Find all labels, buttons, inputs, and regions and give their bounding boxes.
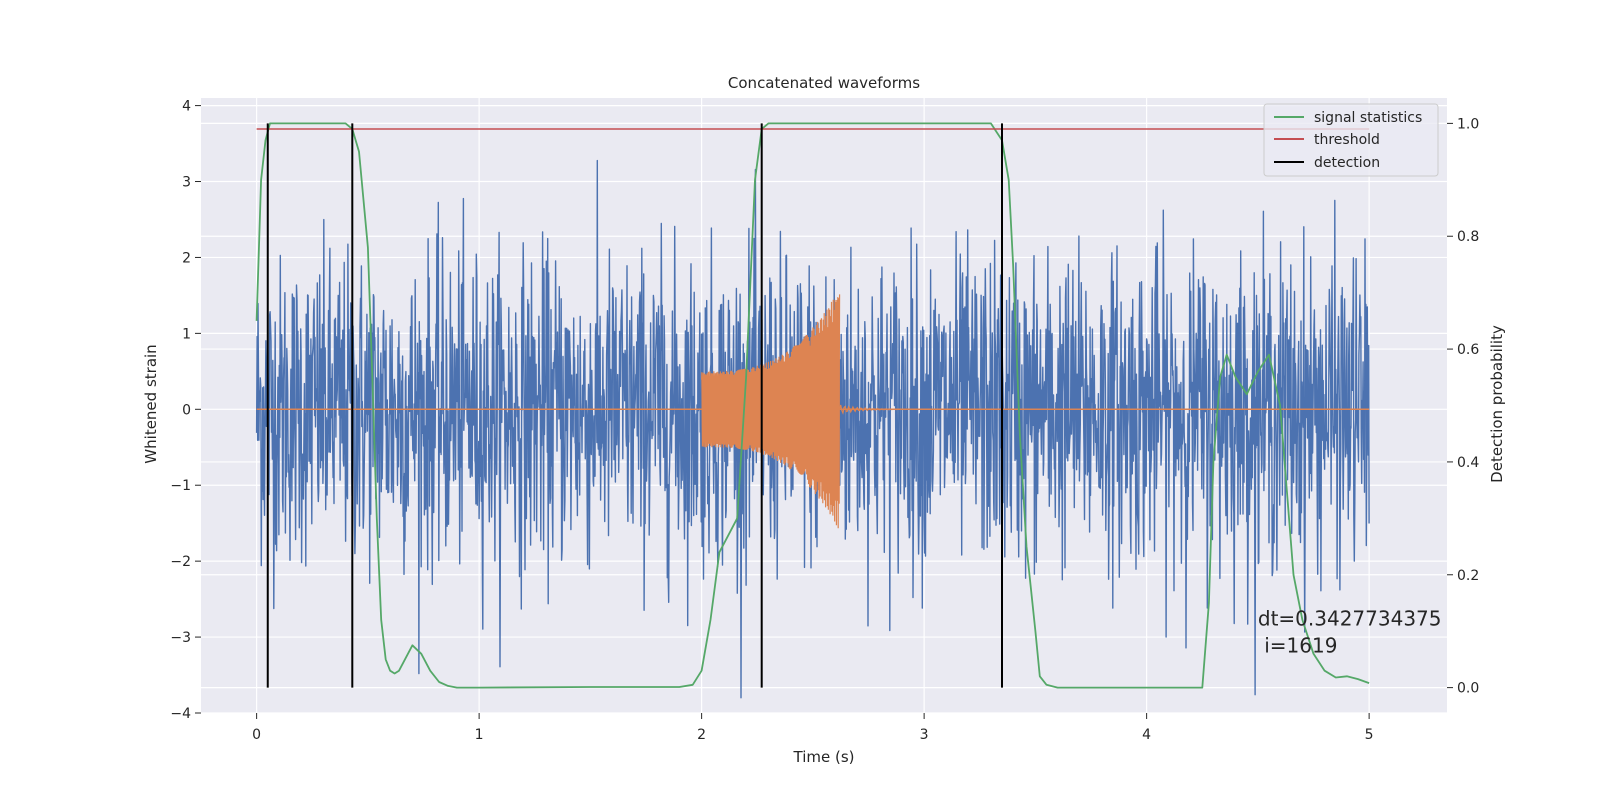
x-tick-label-1: 1 [475, 727, 484, 743]
legend: signal statistics threshold detection [1263, 103, 1439, 177]
legend-label-signal-statistics: signal statistics [1314, 110, 1422, 126]
y-left-tick-label-0: −4 [170, 706, 191, 722]
left-axis: −4 −3 −2 −1 0 1 2 3 4 [170, 99, 201, 722]
y-left-tick-label-3: −1 [170, 478, 191, 494]
y-left-tick-label-7: 3 [182, 175, 191, 191]
x-tick-label-5: 5 [1365, 727, 1374, 743]
y-left-tick-label-4: 0 [182, 402, 191, 418]
x-tick-label-3: 3 [920, 727, 929, 743]
x-axis-label: Time (s) [793, 748, 855, 766]
x-tick-label-0: 0 [252, 727, 261, 743]
y-left-tick-label-5: 1 [182, 326, 191, 342]
right-axis: 0.0 0.2 0.4 0.6 0.8 1.0 [1447, 116, 1479, 697]
signal-statistics-line [255, 122, 1370, 689]
y-left-tick-label-1: −3 [170, 630, 191, 646]
y-left-tick-label-6: 2 [182, 250, 191, 266]
y-axis-right-label: Detection probability [1488, 325, 1506, 483]
y-right-tick-label-1: 0.2 [1457, 568, 1479, 584]
chirp-series [256, 294, 1370, 529]
annotation-dt: dt=0.3427734375 [1258, 607, 1442, 631]
y-right-tick-label-3: 0.6 [1457, 342, 1479, 358]
y-left-tick-label-2: −2 [170, 554, 191, 570]
annotation-i: i=1619 [1258, 633, 1338, 657]
x-tick-label-2: 2 [697, 727, 706, 743]
x-tick-label-4: 4 [1142, 727, 1151, 743]
legend-box [1263, 103, 1439, 177]
y-right-tick-label-0: 0.0 [1457, 681, 1479, 697]
x-axis: 0 1 2 3 4 5 [252, 713, 1374, 743]
y-right-tick-label-2: 0.4 [1457, 455, 1479, 471]
chart-title: Concatenated waveforms [728, 74, 920, 92]
y-right-tick-label-4: 0.8 [1457, 229, 1479, 245]
y-axis-left-label: Whitened strain [142, 344, 160, 463]
y-right-tick-label-5: 1.0 [1457, 116, 1479, 132]
y-left-tick-label-8: 4 [182, 99, 191, 115]
chirp-line [701, 294, 841, 529]
probability-series [255, 122, 1370, 689]
legend-label-threshold: threshold [1314, 132, 1380, 148]
legend-label-detection: detection [1314, 155, 1380, 171]
